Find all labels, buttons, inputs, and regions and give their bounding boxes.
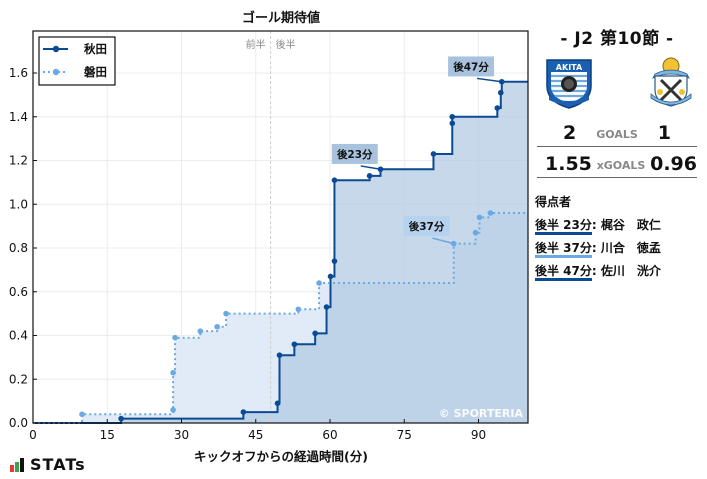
data-point (79, 411, 85, 418)
data-point (240, 409, 247, 415)
akita-blaublitz-crest-icon: AKITA (546, 59, 592, 109)
chart-title: ゴール期待値 (242, 10, 320, 26)
scorers-title: 得点者 (535, 195, 572, 209)
y-tick-label: 0.4 (9, 329, 28, 343)
watermark: © SPORTERIA (439, 407, 524, 420)
data-point (214, 323, 220, 330)
data-point (366, 173, 373, 179)
y-tick-label: 1.0 (9, 197, 28, 211)
data-point (472, 229, 479, 236)
scorer-time: 後半 37分 (535, 241, 592, 258)
goal-annotation-label: 後37分 (408, 220, 445, 233)
jubilo-iwata-crest-icon (650, 57, 692, 107)
goal-annotation (331, 143, 378, 164)
y-tick-label: 1.6 (9, 66, 28, 80)
xgoals-row: 1.55 xGOALS 0.96 (537, 151, 697, 178)
scorer-item: 後半 47分: 佐川 洸介 (535, 262, 701, 281)
scorer-name: 梶谷 政仁 (600, 218, 661, 232)
y-tick-label: 1.2 (9, 154, 28, 168)
series-fill (33, 81, 528, 423)
legend-label: 磐田 (83, 65, 107, 79)
data-point (323, 304, 330, 310)
x-axis-label: キックオフからの経過時間(分) (194, 449, 368, 464)
data-point (494, 105, 501, 111)
y-tick-label: 0.2 (9, 372, 28, 386)
home-goals: 2 (563, 122, 577, 144)
data-point (172, 334, 178, 341)
data-point (487, 210, 494, 216)
y-tick-label: 0.8 (9, 241, 28, 255)
y-tick-label: 0.6 (9, 285, 28, 299)
round-title: - J2 第10節 - (560, 29, 674, 49)
x-tick-label: 75 (397, 428, 412, 442)
x-tick-label: 15 (100, 428, 115, 442)
away-xg: 0.96 (650, 153, 697, 175)
data-point (118, 415, 124, 422)
data-point (476, 214, 483, 221)
goals-row: 2 GOALS 1 (537, 120, 697, 147)
data-point (170, 407, 176, 413)
stats-logo: STATs (10, 455, 86, 474)
data-point (449, 120, 456, 127)
scorer-name: 川合 徳孟 (600, 241, 661, 255)
data-point (449, 113, 456, 120)
data-point (170, 369, 176, 376)
data-point (331, 177, 338, 183)
home-xg: 1.55 (545, 153, 592, 175)
data-point (197, 328, 204, 334)
y-tick-label: 1.4 (9, 110, 28, 124)
scorer-name: 佐川 洸介 (600, 264, 661, 278)
goal-annotation-label: 後23分 (336, 148, 373, 161)
data-point (276, 352, 283, 358)
data-point (316, 280, 322, 286)
stats-logo-text: STATs (30, 455, 86, 474)
goal-annotation (403, 216, 450, 237)
svg-text:AKITA: AKITA (556, 63, 583, 72)
data-point (331, 258, 338, 264)
first-half-label: 前半 (246, 38, 266, 51)
match-summary-panel: - J2 第10節 - AKITA 2 GOALS 1 1 (533, 26, 701, 281)
data-point (291, 341, 298, 348)
scorer-item: 後半 23分: 梶谷 政仁 (535, 216, 701, 235)
y-tick-label: 0.0 (9, 416, 28, 430)
x-tick-label: 0 (29, 428, 37, 442)
legend-label: 秋田 (84, 42, 107, 56)
scorer-time: 後半 47分 (535, 264, 592, 281)
x-tick-label: 45 (248, 428, 263, 442)
away-goals: 1 (657, 122, 671, 144)
scorer-time: 後半 23分 (535, 218, 592, 235)
goal-annotation-label: 後47分 (452, 60, 489, 73)
x-tick-label: 90 (471, 428, 486, 442)
goal-annotation (448, 56, 495, 77)
data-point (274, 400, 281, 407)
data-point (223, 310, 229, 317)
data-point (430, 151, 437, 157)
data-point (312, 330, 318, 337)
x-tick-label: 60 (322, 428, 337, 442)
x-tick-label: 30 (174, 428, 189, 442)
axes-frame (32, 30, 529, 424)
goals-label: GOALS (596, 128, 638, 141)
data-point (497, 89, 504, 96)
scorer-item: 後半 37分: 川合 徳孟 (535, 239, 701, 258)
bar-chart-icon (10, 458, 25, 472)
xgoals-label: xGOALS (596, 159, 646, 172)
second-half-label: 後半 (276, 38, 296, 51)
data-point (327, 273, 334, 280)
data-point (295, 306, 302, 313)
